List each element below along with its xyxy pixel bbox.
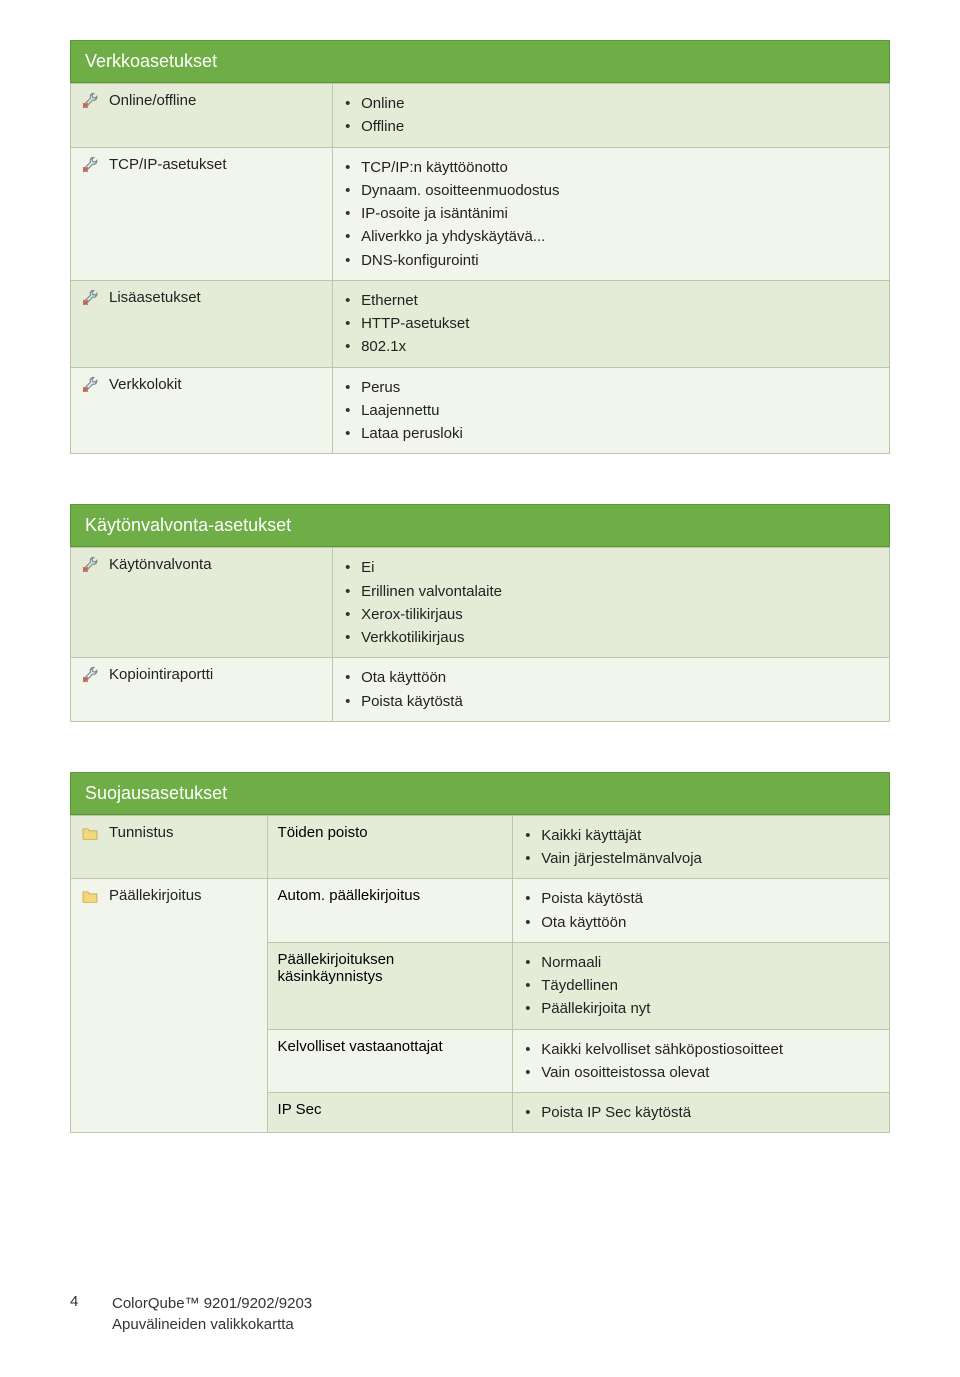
- label-text: Kopiointiraportti: [109, 666, 213, 683]
- section-title: Verkkoasetukset: [85, 51, 217, 71]
- network-settings-section: Verkkoasetukset Online/offline Online Of…: [70, 40, 890, 454]
- list-item: Offline: [343, 115, 879, 138]
- label-text: Lisäasetukset: [109, 289, 201, 306]
- options-list: Ethernet HTTP-asetukset 802.1x: [343, 289, 879, 359]
- list-item: Xerox-tilikirjaus: [343, 603, 879, 626]
- section-title: Suojausasetukset: [85, 783, 227, 803]
- wrench-icon: [81, 156, 99, 174]
- list-item: Lataa perusloki: [343, 422, 879, 445]
- table-row: Lisäasetukset Ethernet HTTP-asetukset 80…: [71, 280, 890, 367]
- footer-line-1: ColorQube™ 9201/9202/9203: [112, 1293, 312, 1314]
- label-text: TCP/IP-asetukset: [109, 156, 227, 173]
- label-text: Käytönvalvonta: [109, 556, 212, 573]
- list-item: Dynaam. osoitteenmuodostus: [343, 179, 879, 202]
- list-item: 802.1x: [343, 335, 879, 358]
- section-title: Käytönvalvonta-asetukset: [85, 515, 291, 535]
- row-label: Päällekirjoitus: [81, 887, 257, 904]
- row-label: TCP/IP-asetukset: [81, 156, 322, 174]
- options-list: Poista käytöstä Ota käyttöön: [523, 887, 879, 934]
- list-item: IP-osoite ja isäntänimi: [343, 202, 879, 225]
- mid-label: Töiden poisto: [278, 824, 368, 841]
- label-text: Tunnistus: [109, 824, 173, 841]
- label-text: Online/offline: [109, 92, 196, 109]
- options-list: Kaikki kelvolliset sähköpostiosoitteet V…: [523, 1038, 879, 1085]
- list-item: Ei: [343, 556, 879, 579]
- table-row: Kopiointiraportti Ota käyttöön Poista kä…: [71, 658, 890, 722]
- table-row: Päällekirjoitus Autom. päällekirjoitus P…: [71, 879, 890, 943]
- table-row: Online/offline Online Offline: [71, 84, 890, 148]
- options-list: Kaikki käyttäjät Vain järjestelmänvalvoj…: [523, 824, 879, 871]
- page-footer: 4 ColorQube™ 9201/9202/9203 Apuvälineide…: [70, 1293, 890, 1335]
- access-table: Käytönvalvonta Ei Erillinen valvontalait…: [70, 547, 890, 722]
- options-list: Ota käyttöön Poista käytöstä: [343, 666, 879, 713]
- security-settings-section: Suojausasetukset Tunnistus Töiden poisto…: [70, 772, 890, 1134]
- table-row: Verkkolokit Perus Laajennettu Lataa peru…: [71, 367, 890, 454]
- folder-icon: [81, 826, 99, 840]
- list-item: Ethernet: [343, 289, 879, 312]
- section-header: Verkkoasetukset: [70, 40, 890, 83]
- options-list: Normaali Täydellinen Päällekirjoita nyt: [523, 951, 879, 1021]
- wrench-icon: [81, 289, 99, 307]
- table-row: TCP/IP-asetukset TCP/IP:n käyttöönotto D…: [71, 147, 890, 280]
- wrench-icon: [81, 376, 99, 394]
- list-item: Ota käyttöön: [343, 666, 879, 689]
- list-item: TCP/IP:n käyttöönotto: [343, 156, 879, 179]
- list-item: Kaikki kelvolliset sähköpostiosoitteet: [523, 1038, 879, 1061]
- list-item: Normaali: [523, 951, 879, 974]
- row-label: Online/offline: [81, 92, 322, 110]
- footer-line-2: Apuvälineiden valikkokartta: [112, 1314, 312, 1335]
- options-list: Online Offline: [343, 92, 879, 139]
- page-number: 4: [70, 1293, 88, 1310]
- mid-label: Autom. päällekirjoitus: [278, 887, 421, 904]
- row-label: Tunnistus: [81, 824, 257, 841]
- network-table: Online/offline Online Offline TCP/IP-ase…: [70, 83, 890, 454]
- row-label: Käytönvalvonta: [81, 556, 322, 574]
- label-text: Verkkolokit: [109, 376, 182, 393]
- wrench-icon: [81, 556, 99, 574]
- row-label: Lisäasetukset: [81, 289, 322, 307]
- security-table: Tunnistus Töiden poisto Kaikki käyttäjät…: [70, 815, 890, 1134]
- list-item: Perus: [343, 376, 879, 399]
- section-header: Käytönvalvonta-asetukset: [70, 504, 890, 547]
- list-item: Vain järjestelmänvalvoja: [523, 847, 879, 870]
- mid-label: Kelvolliset vastaanottajat: [278, 1038, 443, 1055]
- options-list: Poista IP Sec käytöstä: [523, 1101, 879, 1124]
- mid-label: IP Sec: [278, 1101, 322, 1118]
- list-item: Erillinen valvontalaite: [343, 580, 879, 603]
- row-label: Kopiointiraportti: [81, 666, 322, 684]
- section-header: Suojausasetukset: [70, 772, 890, 815]
- list-item: Poista käytöstä: [523, 887, 879, 910]
- table-row: Käytönvalvonta Ei Erillinen valvontalait…: [71, 548, 890, 658]
- list-item: Online: [343, 92, 879, 115]
- list-item: Vain osoitteistossa olevat: [523, 1061, 879, 1084]
- wrench-icon: [81, 666, 99, 684]
- label-text: Päällekirjoitus: [109, 887, 202, 904]
- mid-label: Päällekirjoituksen käsinkäynnistys: [278, 951, 395, 985]
- list-item: Päällekirjoita nyt: [523, 997, 879, 1020]
- folder-icon: [81, 889, 99, 903]
- options-list: Perus Laajennettu Lataa perusloki: [343, 376, 879, 446]
- list-item: Poista käytöstä: [343, 690, 879, 713]
- footer-text: ColorQube™ 9201/9202/9203 Apuvälineiden …: [112, 1293, 312, 1335]
- table-row: Tunnistus Töiden poisto Kaikki käyttäjät…: [71, 815, 890, 879]
- row-label: Verkkolokit: [81, 376, 322, 394]
- list-item: Aliverkko ja yhdyskäytävä...: [343, 225, 879, 248]
- wrench-icon: [81, 92, 99, 110]
- list-item: Kaikki käyttäjät: [523, 824, 879, 847]
- list-item: Täydellinen: [523, 974, 879, 997]
- access-control-section: Käytönvalvonta-asetukset Käytönvalvonta …: [70, 504, 890, 722]
- list-item: Poista IP Sec käytöstä: [523, 1101, 879, 1124]
- list-item: Ota käyttöön: [523, 911, 879, 934]
- list-item: Verkkotilikirjaus: [343, 626, 879, 649]
- list-item: DNS-konfigurointi: [343, 249, 879, 272]
- list-item: Laajennettu: [343, 399, 879, 422]
- list-item: HTTP-asetukset: [343, 312, 879, 335]
- options-list: TCP/IP:n käyttöönotto Dynaam. osoitteenm…: [343, 156, 879, 272]
- options-list: Ei Erillinen valvontalaite Xerox-tilikir…: [343, 556, 879, 649]
